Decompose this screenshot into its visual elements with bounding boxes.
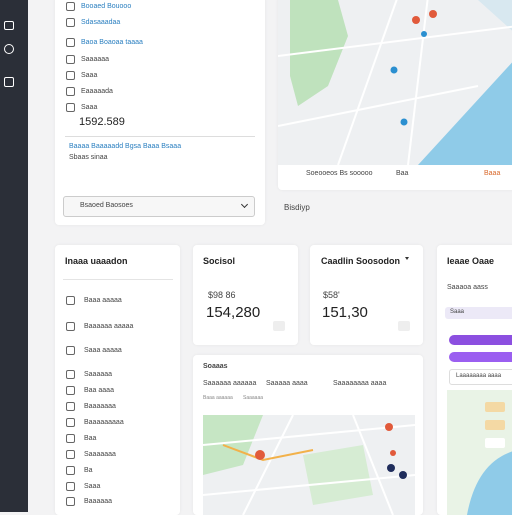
- stat-card: Caadlin Soosodon $58' 151,30: [310, 245, 423, 345]
- stat-value: 154,280: [206, 304, 261, 321]
- stat-value: 151,30: [322, 304, 368, 321]
- item-icon: [66, 103, 75, 112]
- list-item[interactable]: Baa: [84, 435, 97, 442]
- list-item[interactable]: Baaaaaaaaa: [84, 419, 124, 426]
- left-card: Inaaa uaaadon Baaa aaaaa Baaaaaa aaaaa Saa…: [55, 245, 180, 515]
- section-label: Bisdiyp: [284, 203, 310, 212]
- mini-map: [447, 390, 512, 515]
- note: Sbaas sinaa: [69, 154, 108, 161]
- total: 1592.589: [79, 116, 125, 128]
- list-item[interactable]: Baoa Boaoaa taaaa: [81, 39, 143, 46]
- progress-bar: [449, 352, 512, 362]
- nav-icon[interactable]: [4, 44, 14, 54]
- item-icon: [66, 402, 75, 411]
- right-card: Ieaae Oaae Saaaoa aass Saaa Laaaaaaaa aa…: [437, 245, 512, 515]
- dropdown[interactable]: Bsaoed Baosoes: [63, 196, 255, 217]
- item-icon: [66, 296, 75, 305]
- card-title: Ieaae Oaae: [447, 256, 495, 266]
- map-card: Soaaas Saaaaaa aaaaaa Saaaaa aaaa Saaaaaaa…: [193, 355, 423, 515]
- divider: [65, 136, 255, 137]
- progress-bar: [449, 335, 512, 345]
- stat-title: Socisol: [203, 256, 236, 266]
- nav-icon[interactable]: [4, 21, 14, 30]
- list-item[interactable]: Baaaaaa: [84, 498, 113, 505]
- map-footer-mid: Baa: [396, 170, 409, 177]
- list-item[interactable]: Saaa aaaaa: [84, 347, 122, 354]
- tag: Saaa: [445, 307, 512, 319]
- link[interactable]: Baaaa Baaaaadd Bgsa Baaa Bsaaa: [69, 143, 182, 150]
- dropdown-label: Bsaoed Baosoes: [80, 202, 133, 209]
- tab[interactable]: Saaaaa aaaa: [266, 380, 308, 387]
- stat-amount: $58': [323, 290, 340, 300]
- item-icon: [66, 386, 75, 395]
- divider: [63, 279, 173, 280]
- list-card: Booaed Bouooo Sdasaaadaa Baoa Boaoaa taaaa…: [55, 0, 265, 225]
- item-icon: [66, 346, 75, 355]
- list-item[interactable]: Ba: [84, 467, 93, 474]
- list-item[interactable]: Baa aaaa: [84, 387, 114, 394]
- sidebar: [0, 0, 28, 512]
- item-icon: [66, 466, 75, 475]
- map-footer-right[interactable]: Baaa: [484, 170, 501, 177]
- item-icon: [66, 87, 75, 96]
- list-item[interactable]: Baaa aaaaa: [84, 297, 122, 304]
- list-item[interactable]: Saaaaaaa: [84, 451, 116, 458]
- list-item[interactable]: Baaaaaa aaaaa: [84, 323, 134, 330]
- item-icon: [66, 18, 75, 27]
- nav-icon[interactable]: [4, 77, 14, 87]
- item-icon: [66, 38, 75, 47]
- caret[interactable]: [405, 257, 409, 260]
- list-item[interactable]: Saaa: [81, 104, 98, 111]
- list-item[interactable]: Sdasaaadaa: [81, 19, 121, 26]
- stat-button[interactable]: [398, 321, 410, 331]
- map-footer: Soeooeos Bs sooooo: [306, 170, 373, 177]
- map: [278, 0, 512, 165]
- list-item[interactable]: Baaaaaaa: [84, 403, 116, 410]
- item-icon: [66, 71, 75, 80]
- item-icon: [66, 322, 75, 331]
- item-icon: [66, 2, 75, 11]
- stat-card: Socisol $98 86 154,280: [193, 245, 298, 345]
- subtab[interactable]: Saaaaaa: [243, 395, 264, 401]
- item-icon: [66, 482, 75, 491]
- tag-label: Saaa: [450, 309, 465, 315]
- chevron: [240, 200, 249, 209]
- input-text: Laaaaaaaa aaaa: [456, 373, 502, 379]
- list-item[interactable]: Saaa: [81, 72, 98, 79]
- item-icon: [66, 418, 75, 427]
- item-icon: [66, 55, 75, 64]
- stat-amount: $98 86: [208, 290, 236, 300]
- list-item[interactable]: Saaaaaa: [84, 371, 113, 378]
- tab[interactable]: Saaaaaa aaaaaa: [203, 380, 257, 387]
- card-subtitle: Saaaoa aass: [447, 284, 488, 291]
- list-item[interactable]: Eaaaaada: [81, 88, 113, 95]
- list-item[interactable]: Saaaaaa: [81, 56, 110, 63]
- list-item[interactable]: Saaa: [84, 483, 101, 490]
- item-icon: [66, 434, 75, 443]
- map: [203, 415, 415, 515]
- card-title: Inaaa uaaadon: [65, 256, 128, 266]
- tab[interactable]: Saaaaaaaa aaaa: [333, 380, 387, 387]
- card-title: Soaaas: [203, 363, 228, 370]
- subtab[interactable]: Baaa aaaaaa: [203, 395, 233, 401]
- item-icon: [66, 450, 75, 459]
- list-item[interactable]: Booaed Bouooo: [81, 3, 132, 10]
- stat-button[interactable]: [273, 321, 285, 331]
- item-icon: [66, 370, 75, 379]
- input[interactable]: Laaaaaaaa aaaa: [449, 369, 512, 385]
- map-card: Soeooeos Bs sooooo Baa Baaa: [278, 0, 512, 190]
- stat-title: Caadlin Soosodon: [321, 256, 401, 266]
- item-icon: [66, 497, 75, 506]
